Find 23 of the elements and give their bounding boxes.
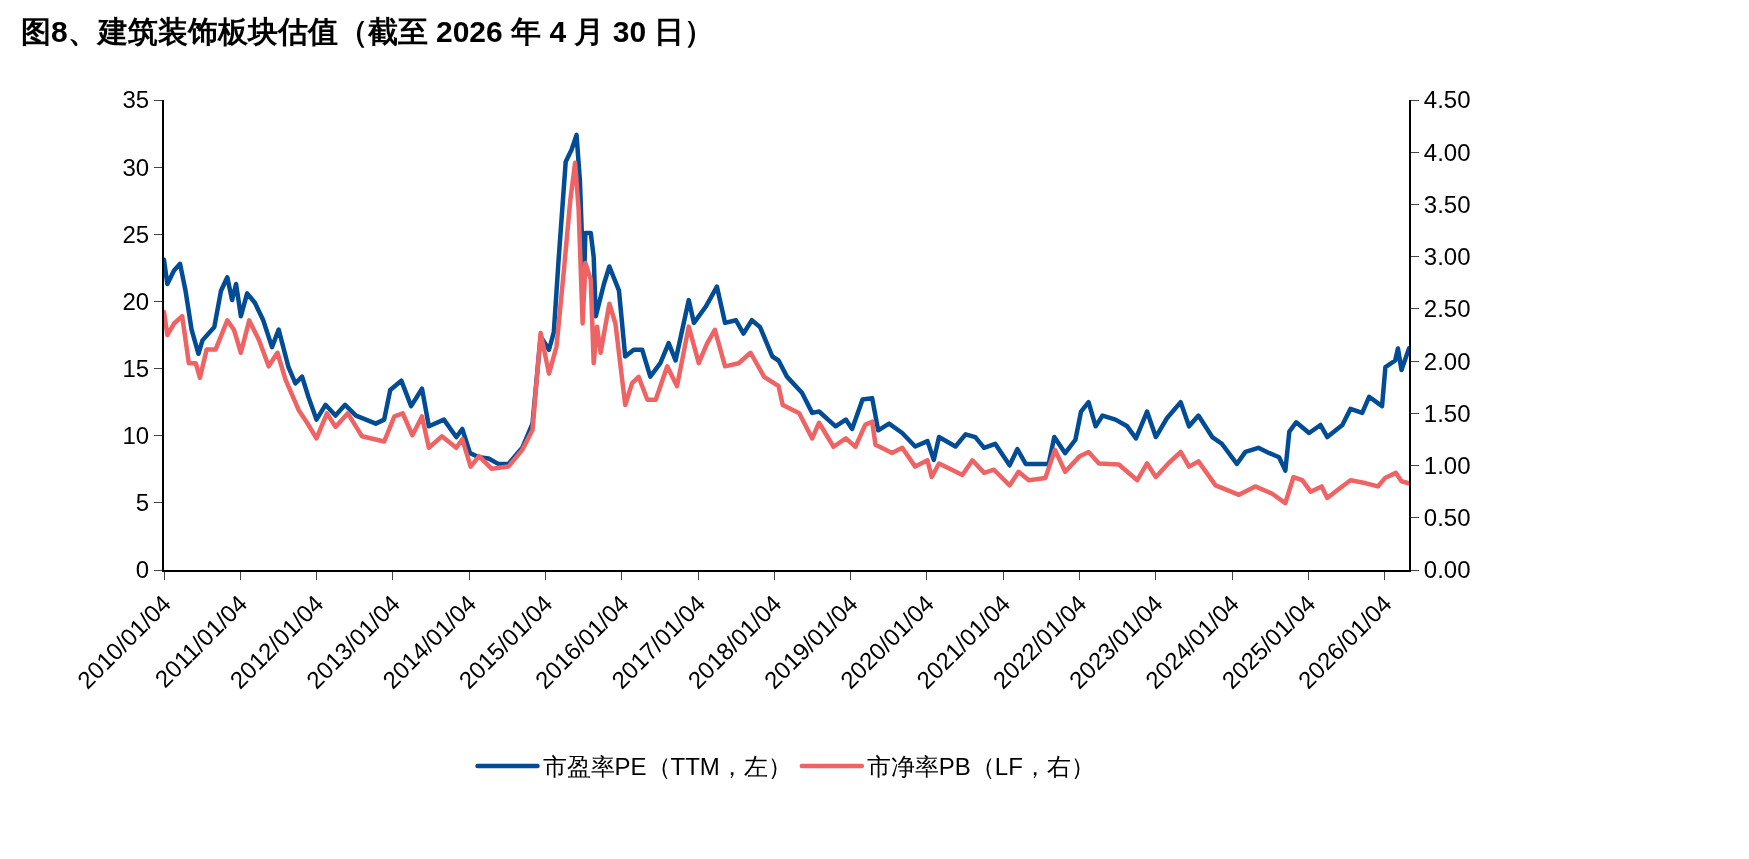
y-tick-label: 25 bbox=[122, 220, 150, 248]
y-tick-label: 15 bbox=[122, 354, 150, 382]
y2-tick-label: 4.00 bbox=[1423, 138, 1471, 166]
y2-tick-label: 1.00 bbox=[1423, 451, 1471, 479]
y-tick-label: 35 bbox=[122, 86, 150, 114]
y2-tick-label: 4.50 bbox=[1423, 86, 1471, 114]
y2-tick-label: 2.00 bbox=[1423, 347, 1471, 375]
line-series bbox=[164, 132, 1409, 473]
y2-tick-label: 1.50 bbox=[1423, 399, 1471, 427]
legend-label: 市盈率PE（TTM，左） bbox=[542, 753, 792, 781]
y-tick-label: 20 bbox=[122, 287, 150, 315]
chart-title: 图8、建筑装饰板块估值（截至 2026 年 4 月 30 日） bbox=[20, 15, 715, 49]
y2-tick-label: 2.50 bbox=[1423, 295, 1471, 323]
y2-tick-label: 3.50 bbox=[1423, 190, 1471, 218]
y2-tick-label: 0.00 bbox=[1423, 556, 1471, 584]
y2-tick-label: 0.50 bbox=[1423, 504, 1471, 532]
y-tick-label: 0 bbox=[135, 556, 150, 584]
line-series bbox=[164, 160, 1409, 506]
legend-label: 市净率PB（LF，右） bbox=[866, 753, 1095, 781]
y-tick-label: 5 bbox=[135, 489, 150, 517]
y2-tick-label: 3.00 bbox=[1423, 243, 1471, 271]
y-tick-label: 10 bbox=[122, 422, 150, 450]
y-tick-label: 30 bbox=[122, 153, 150, 181]
